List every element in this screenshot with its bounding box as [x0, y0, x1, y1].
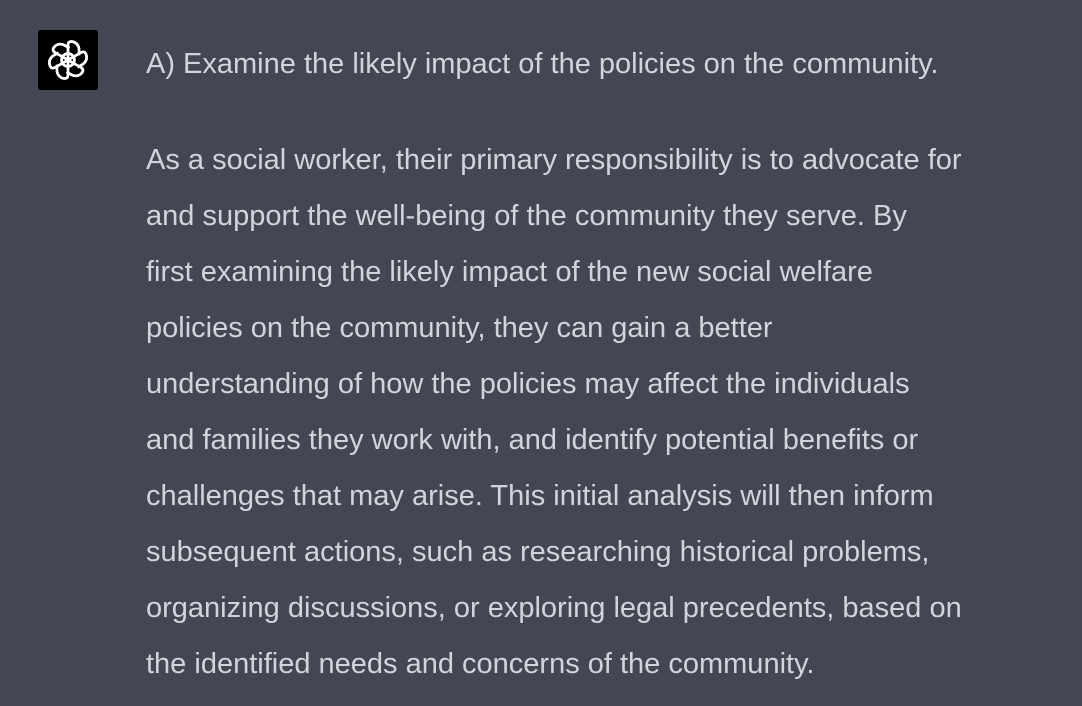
answer-line: and families they work with, and identif…: [146, 424, 919, 456]
answer-line: organizing discussions, or exploring leg…: [146, 592, 962, 624]
answer-heading: A) Examine the likely impact of the poli…: [146, 48, 939, 80]
answer-line: and support the well-being of the commun…: [146, 200, 907, 232]
openai-logo-icon: [45, 39, 91, 81]
answer-line: As a social worker, their primary respon…: [146, 144, 962, 176]
answer-line: the identified needs and concerns of the…: [146, 648, 815, 680]
message-content: A) Examine the likely impact of the poli…: [146, 36, 1078, 692]
answer-line: understanding of how the policies may af…: [146, 368, 910, 400]
answer-line: challenges that may arise. This initial …: [146, 480, 934, 512]
assistant-avatar: [38, 30, 98, 90]
answer-body: As a social worker, their primary respon…: [146, 132, 1078, 692]
answer-line: first examining the likely impact of the…: [146, 256, 873, 288]
answer-line: subsequent actions, such as researching …: [146, 536, 930, 568]
answer-line: policies on the community, they can gain…: [146, 312, 773, 344]
